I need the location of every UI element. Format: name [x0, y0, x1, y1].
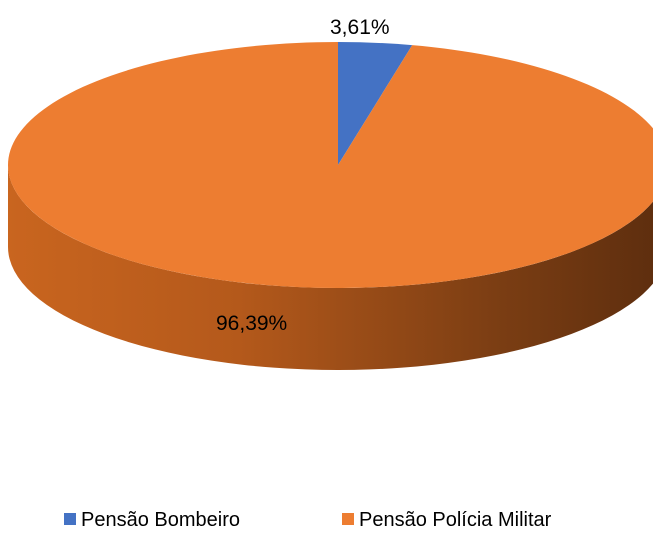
- legend-label-policia-militar: Pensão Polícia Militar: [359, 509, 552, 531]
- data-label-policia-militar: 96,39%: [216, 312, 287, 335]
- slice-bombeiro: [338, 42, 413, 165]
- legend: Pensão Bombeiro Pensão Polícia Militar: [64, 509, 552, 531]
- legend-swatch-bombeiro: [64, 513, 76, 525]
- legend-label-bombeiro: Pensão Bombeiro: [81, 509, 240, 531]
- pie-slices: [8, 42, 653, 370]
- legend-swatch-policia-militar: [342, 513, 354, 525]
- slice-policia-militar: [8, 42, 653, 288]
- pie-side-wall: [8, 165, 653, 370]
- data-label-bombeiro: 3,61%: [330, 16, 390, 39]
